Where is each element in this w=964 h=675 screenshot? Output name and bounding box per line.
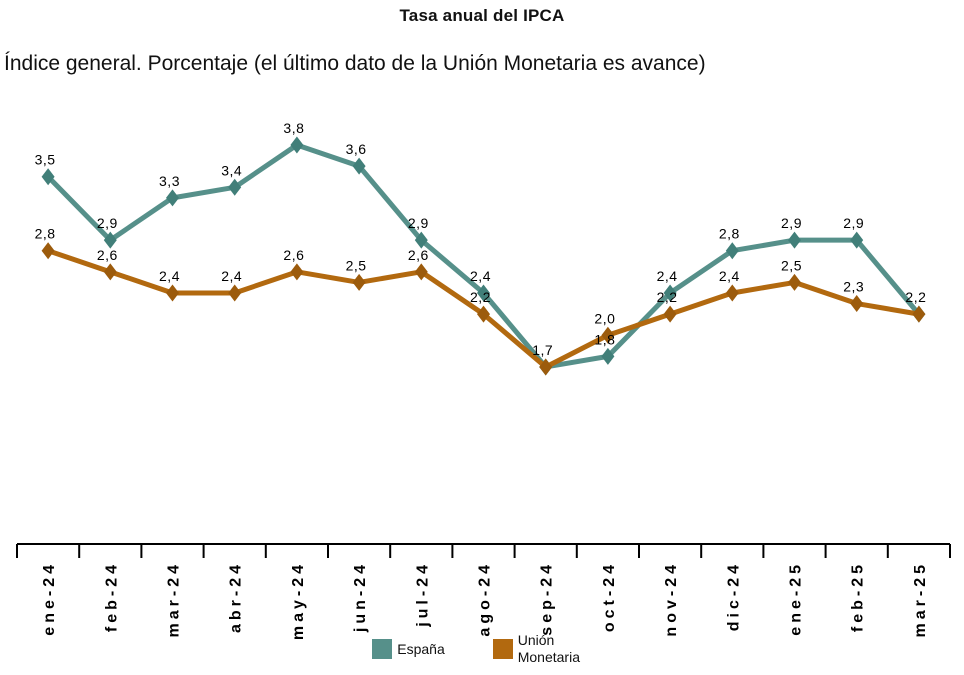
chart-title: Tasa anual del IPCA: [399, 6, 565, 25]
data-point-marker: [352, 157, 366, 175]
data-point-marker: [912, 305, 926, 323]
union-monetaria-legend-label: Unión Monetaria: [517, 632, 580, 665]
data-point-label: 3,3: [159, 173, 180, 189]
data-point-label: 2,6: [408, 247, 429, 263]
chart-subtitle: Índice general. Porcentaje (el último da…: [4, 52, 706, 75]
x-tick-label: feb-25: [850, 561, 867, 632]
x-tick-label: feb-24: [103, 561, 120, 632]
data-point-label: 3,4: [221, 162, 242, 178]
data-point-label: 1,7: [532, 342, 553, 358]
data-point-marker: [228, 284, 242, 302]
data-point-marker: [788, 273, 801, 291]
data-point-marker: [290, 263, 304, 281]
data-point-marker: [166, 189, 179, 207]
x-axis: [16, 543, 951, 558]
data-point-label: 2,4: [470, 268, 491, 284]
x-tick-label: dic-24: [725, 561, 742, 631]
legend-item-espana: España: [372, 639, 445, 659]
data-point-marker: [41, 168, 55, 186]
x-tick-label: ago-24: [477, 561, 494, 637]
data-point-label: 2,9: [781, 215, 802, 231]
data-point-marker: [788, 231, 801, 249]
data-point-marker: [290, 136, 304, 154]
data-point-marker: [228, 178, 242, 196]
data-point-label: 1,8: [594, 331, 615, 347]
data-point-label: 2,3: [843, 279, 864, 295]
data-point-label: 2,2: [470, 289, 491, 305]
x-tick-label: may-24: [290, 561, 307, 640]
data-point-marker: [477, 305, 490, 323]
x-tick-label: jun-24: [352, 561, 369, 633]
data-point-label: 2,9: [97, 215, 118, 231]
x-tick-label: sep-24: [539, 561, 556, 636]
x-tick-label: ene-24: [41, 561, 58, 636]
data-point-label: 2,8: [35, 226, 56, 242]
x-tick-label: oct-24: [601, 561, 618, 632]
data-point-label: 2,4: [719, 268, 740, 284]
legend-item-union-monetaria: Unión Monetaria: [492, 632, 592, 666]
x-tick-label: nov-24: [663, 561, 680, 637]
data-point-label: 2,5: [781, 257, 802, 273]
data-point-marker: [103, 263, 117, 281]
data-point-label: 2,9: [408, 215, 429, 231]
data-point-label: 2,2: [905, 289, 926, 305]
data-point-marker: [601, 326, 615, 344]
x-tick-label: jul-24: [414, 561, 431, 628]
espana-legend-label: España: [397, 640, 445, 657]
data-point-marker: [352, 273, 366, 291]
x-tick-label: ene-25: [788, 561, 805, 636]
data-point-marker: [477, 284, 490, 302]
data-point-label: 2,2: [657, 289, 678, 305]
data-point-marker: [103, 231, 117, 249]
x-tick-label: mar-24: [166, 561, 183, 637]
data-point-marker: [601, 347, 615, 365]
data-point-label: 3,8: [283, 120, 304, 136]
data-point-marker: [725, 284, 739, 302]
espana-legend-swatch: [372, 639, 393, 659]
data-point-marker: [850, 231, 864, 249]
data-point-marker: [166, 284, 179, 302]
data-point-label: 2,5: [346, 257, 367, 273]
data-point-marker: [414, 263, 428, 281]
data-point-marker: [725, 242, 739, 260]
data-point-marker: [663, 284, 677, 302]
x-tick-label: mar-25: [912, 561, 929, 637]
data-point-label: 3,6: [346, 141, 367, 157]
chart-legend: España Unión Monetaria: [0, 632, 964, 666]
data-point-marker: [414, 231, 428, 249]
union-monetaria-legend-swatch: [492, 639, 513, 659]
data-point-label: 2,9: [843, 215, 864, 231]
data-point-marker: [850, 295, 864, 313]
data-point-label: 2,4: [221, 268, 242, 284]
data-point-marker: [41, 242, 55, 260]
data-point-label: 2,0: [594, 310, 615, 326]
data-point-label: 3,5: [35, 152, 56, 168]
data-point-label: 2,6: [283, 247, 304, 263]
data-point-marker: [539, 358, 553, 376]
x-tick-label: abr-24: [228, 561, 245, 633]
data-point-label: 2,8: [719, 226, 740, 242]
data-point-marker: [663, 305, 677, 323]
data-point-label: 2,4: [159, 268, 180, 284]
data-point-label: 2,4: [657, 268, 678, 284]
data-point-label: 2,6: [97, 247, 118, 263]
